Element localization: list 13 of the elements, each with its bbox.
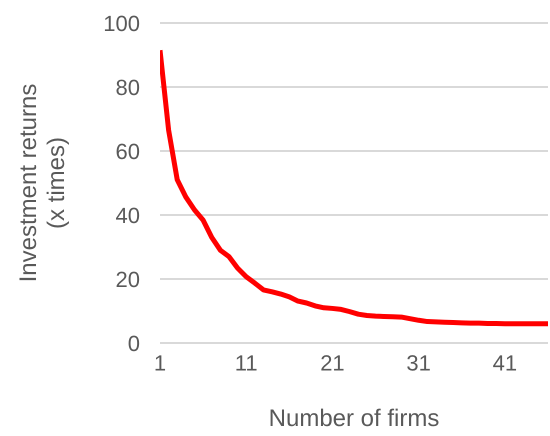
x-tick-label: 41 bbox=[492, 350, 518, 376]
y-tick-label: 100 bbox=[103, 10, 140, 36]
x-tick-label: 31 bbox=[406, 350, 431, 376]
y-tick-label: 20 bbox=[116, 266, 140, 292]
x-axis-title: Number of firms bbox=[268, 405, 440, 432]
y-tick-label: 0 bbox=[128, 330, 140, 356]
y-tick-label: 60 bbox=[116, 138, 140, 164]
x-tick-label: 21 bbox=[320, 350, 345, 376]
y-tick-label: 40 bbox=[116, 202, 140, 228]
y-tick-label: 80 bbox=[116, 74, 140, 100]
y-axis-title: Investment returns (x times) bbox=[15, 84, 70, 282]
x-tick-label: 11 bbox=[234, 350, 258, 376]
x-tick-label: 1 bbox=[154, 350, 166, 376]
